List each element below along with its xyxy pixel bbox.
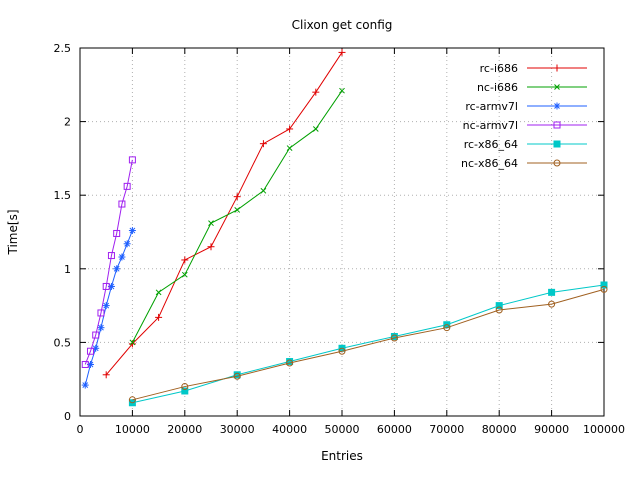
series-line-rc-i686 bbox=[105, 52, 343, 376]
data-point-marker bbox=[553, 140, 561, 148]
data-point-marker bbox=[118, 200, 126, 208]
data-point-marker bbox=[181, 387, 189, 395]
data-point-marker bbox=[233, 372, 241, 380]
data-point-marker bbox=[118, 253, 126, 261]
data-point-marker bbox=[92, 331, 100, 339]
x-tick-label: 70000 bbox=[429, 423, 464, 436]
data-point-marker bbox=[92, 344, 100, 352]
data-point-marker bbox=[181, 256, 189, 264]
x-tick-label: 40000 bbox=[272, 423, 307, 436]
data-point-marker bbox=[107, 252, 115, 260]
data-point-marker bbox=[554, 84, 560, 90]
data-point-marker bbox=[260, 187, 267, 194]
y-tick-label: 2.5 bbox=[54, 42, 72, 55]
data-point-marker bbox=[181, 271, 188, 278]
x-tick-label: 100000 bbox=[583, 423, 625, 436]
x-tick-label: 30000 bbox=[220, 423, 255, 436]
y-tick-label: 1 bbox=[64, 263, 71, 276]
legend-label-nc-i686: nc-i686 bbox=[477, 81, 518, 94]
data-point-marker bbox=[113, 229, 121, 237]
y-tick-label: 1.5 bbox=[54, 189, 72, 202]
x-tick-label: 80000 bbox=[482, 423, 517, 436]
data-point-marker bbox=[286, 359, 294, 367]
series-line-nc-x86_64 bbox=[132, 288, 605, 401]
data-point-marker bbox=[97, 324, 105, 332]
legend-label-rc-armv7l: rc-armv7l bbox=[465, 100, 518, 113]
data-point-marker bbox=[286, 125, 294, 133]
x-tick-label: 60000 bbox=[377, 423, 412, 436]
data-point-marker bbox=[312, 88, 320, 96]
x-tick-label: 90000 bbox=[534, 423, 569, 436]
data-point-marker bbox=[81, 360, 89, 368]
data-point-marker bbox=[181, 383, 189, 391]
data-point-marker bbox=[259, 140, 267, 148]
data-point-marker bbox=[495, 302, 503, 310]
data-point-marker bbox=[338, 48, 346, 56]
data-point-marker bbox=[155, 313, 163, 321]
data-point-marker bbox=[548, 288, 556, 296]
data-point-marker bbox=[155, 289, 162, 296]
x-axis-label: Entries bbox=[321, 449, 363, 463]
data-point-marker bbox=[97, 309, 105, 317]
data-point-marker bbox=[553, 121, 561, 129]
data-point-marker bbox=[128, 156, 136, 164]
series-line-rc-x86_64 bbox=[132, 284, 605, 404]
data-point-marker bbox=[102, 302, 110, 310]
data-point-marker bbox=[233, 193, 241, 201]
data-point-marker bbox=[443, 324, 451, 332]
data-point-marker bbox=[312, 126, 319, 132]
x-tick-label: 0 bbox=[77, 423, 84, 436]
y-axis-label: Time[s] bbox=[6, 210, 20, 256]
data-point-marker bbox=[86, 347, 94, 355]
legend-label-rc-i686: rc-i686 bbox=[480, 62, 518, 75]
data-point-marker bbox=[128, 227, 136, 235]
y-tick-label: 0.5 bbox=[54, 336, 72, 349]
data-point-marker bbox=[102, 282, 110, 290]
data-point-marker bbox=[338, 347, 346, 355]
x-tick-label: 50000 bbox=[325, 423, 360, 436]
data-point-marker bbox=[207, 243, 215, 251]
data-point-marker bbox=[123, 240, 131, 248]
legend-label-rc-x86_64: rc-x86_64 bbox=[464, 138, 518, 151]
data-point-marker bbox=[234, 207, 241, 213]
data-point-marker bbox=[81, 381, 89, 389]
data-point-marker bbox=[129, 339, 136, 346]
series-line-nc-armv7l bbox=[84, 159, 133, 365]
y-tick-label: 0 bbox=[64, 410, 71, 423]
data-point-marker bbox=[208, 220, 214, 227]
series-line-rc-armv7l bbox=[84, 230, 133, 386]
chart-title: Clixon get config bbox=[292, 18, 393, 32]
x-tick-label: 10000 bbox=[115, 423, 150, 436]
data-point-marker bbox=[286, 145, 293, 151]
data-point-marker bbox=[390, 334, 398, 342]
y-tick-label: 2 bbox=[64, 116, 71, 129]
data-point-marker bbox=[553, 64, 561, 72]
legend-label-nc-armv7l: nc-armv7l bbox=[463, 119, 518, 132]
data-point-marker bbox=[102, 371, 110, 379]
data-point-marker bbox=[600, 285, 608, 293]
data-point-marker bbox=[553, 102, 561, 110]
data-point-marker bbox=[495, 306, 503, 314]
legend-label-nc-x86_64: nc-x86_64 bbox=[461, 157, 518, 170]
data-point-marker bbox=[553, 159, 561, 167]
data-point-marker bbox=[128, 396, 136, 404]
data-point-marker bbox=[113, 265, 121, 273]
data-point-marker bbox=[548, 300, 556, 308]
data-point-marker bbox=[339, 87, 345, 94]
data-point-marker bbox=[600, 281, 608, 289]
data-point-marker bbox=[123, 182, 131, 190]
x-tick-label: 20000 bbox=[167, 423, 202, 436]
